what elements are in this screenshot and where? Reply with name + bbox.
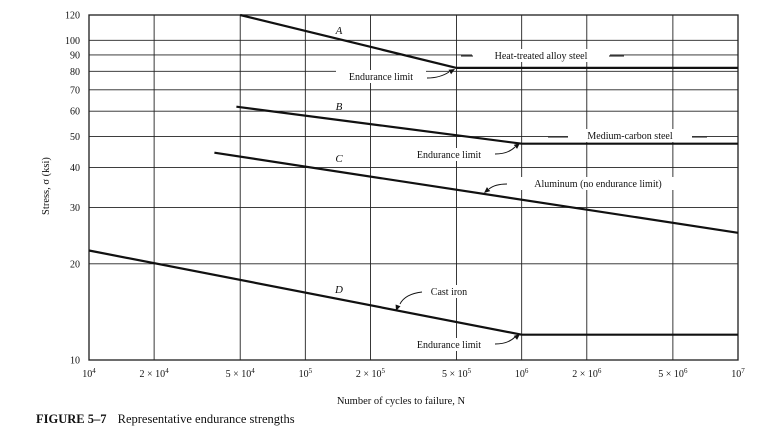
- label-endurance-limit-b: Endurance limit: [417, 150, 481, 161]
- label-aluminum: Aluminum (no endurance limit): [534, 179, 661, 190]
- curve-annotations: A B C D Heat-treated alloy steel Endurance li…: [334, 25, 707, 351]
- x-axis-title: Number of cycles to failure, N: [337, 396, 466, 407]
- y-tick-label: 30: [70, 203, 80, 214]
- endurance-arrow-d: [513, 334, 520, 340]
- label-bg-c: [508, 177, 688, 190]
- label-endurance-limit-d: Endurance limit: [417, 340, 481, 351]
- leader-d: [399, 291, 423, 305]
- y-tick-label: 10: [70, 356, 80, 367]
- figure-caption: FIGURE 5–7 Representative endurance stre…: [36, 412, 295, 427]
- x-tick-label: 5 × 104: [226, 367, 256, 380]
- endurance-leader-d: [494, 336, 516, 345]
- x-tick-label: 2 × 104: [140, 367, 170, 380]
- endurance-bg-d: [404, 338, 494, 351]
- label-cast-iron: Cast iron: [431, 287, 467, 298]
- y-axis-title: Stress, σ (ksi): [41, 157, 52, 215]
- leader-c: [488, 183, 508, 190]
- arrow-c: [484, 187, 491, 193]
- label-heat-treated-alloy-steel: Heat-treated alloy steel: [495, 51, 588, 62]
- label-bg-d: [423, 285, 475, 298]
- y-tick-labels: 10 20 30 40 50 60 70 80 90 100 120: [65, 11, 80, 367]
- curve-letter-d: D: [334, 284, 343, 296]
- x-tick-labels: 104 2 × 104 5 × 104 105 2 × 105 5 × 105 106 2 ×…: [82, 367, 745, 380]
- curve-letter-b: B: [336, 101, 343, 113]
- x-tick-label: 107: [731, 367, 745, 380]
- y-tick-label: 50: [70, 132, 80, 143]
- y-tick-label: 70: [70, 85, 80, 96]
- x-tick-label: 2 × 106: [572, 367, 602, 380]
- x-tick-label: 105: [299, 367, 313, 380]
- label-endurance-limit-a: Endurance limit: [349, 72, 413, 83]
- curve-letter-a: A: [335, 25, 343, 37]
- x-tick-label: 5 × 105: [442, 367, 472, 380]
- y-tick-label: 100: [65, 36, 80, 47]
- chart-curves: [88, 13, 739, 336]
- y-tick-label: 60: [70, 107, 80, 118]
- curve-c: [214, 151, 739, 234]
- y-tick-label: 40: [70, 163, 80, 174]
- endurance-arrow-a: [448, 69, 455, 75]
- endurance-arrow-b: [513, 143, 520, 149]
- x-tick-label: 2 × 105: [356, 367, 386, 380]
- chart-grid: [88, 14, 739, 361]
- curve-a: [239, 13, 738, 70]
- y-tick-label: 20: [70, 259, 80, 270]
- endurance-bg-a: [336, 70, 426, 83]
- y-tick-label: 80: [70, 67, 80, 78]
- curve-letter-c: C: [335, 153, 343, 165]
- figure-number: FIGURE 5–7: [36, 412, 107, 426]
- x-tick-label: 5 × 106: [658, 367, 688, 380]
- label-bg-a: [472, 49, 610, 62]
- x-tick-label: 104: [82, 367, 96, 380]
- y-tick-label: 120: [65, 11, 80, 22]
- arrow-d: [395, 304, 401, 311]
- endurance-leader-b: [494, 146, 516, 155]
- label-bg-b: [568, 129, 692, 142]
- endurance-bg-b: [404, 148, 494, 161]
- y-tick-label: 90: [70, 50, 80, 61]
- figure-title: Representative endurance strengths: [117, 412, 295, 426]
- curve-d: [88, 249, 738, 336]
- label-medium-carbon-steel: Medium-carbon steel: [587, 131, 672, 142]
- endurance-leader-a: [426, 71, 450, 79]
- x-tick-label: 106: [515, 367, 529, 380]
- curve-b: [236, 105, 738, 145]
